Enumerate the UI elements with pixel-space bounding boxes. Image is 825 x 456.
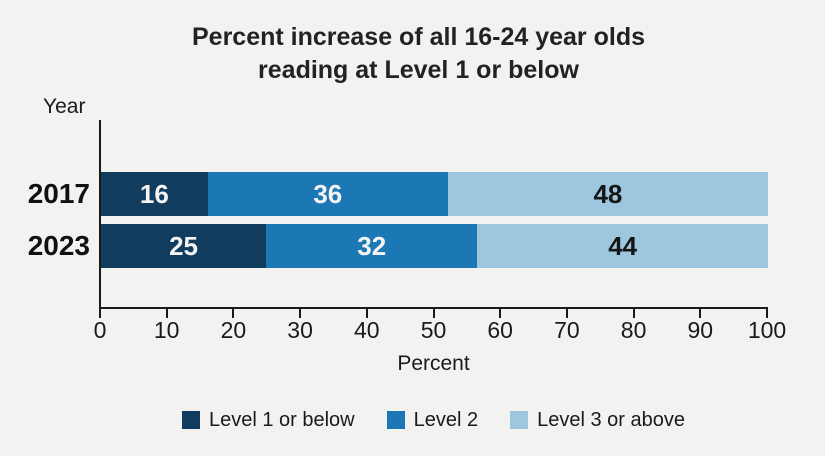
tick-label-70: 70	[554, 317, 580, 343]
legend-label: Level 3 or above	[537, 408, 686, 431]
tick-mark-10	[165, 309, 168, 318]
bar-segment-2023-level-1-or-below: 25	[101, 224, 267, 268]
bar-value-label: 32	[357, 231, 387, 261]
tick-label-40: 40	[354, 317, 380, 343]
tick-label-0: 0	[93, 317, 107, 343]
legend-item-level-3-or-above: Level 3 or above	[510, 409, 685, 432]
chart-title: Percent increase of all 16-24 year olds …	[0, 21, 825, 87]
legend-label: Level 1 or below	[208, 408, 355, 431]
bar-value-label: 16	[139, 179, 169, 209]
tick-mark-20	[232, 309, 235, 318]
bar-value-label: 25	[169, 231, 198, 261]
y-axis-label: Year	[43, 95, 86, 118]
bar-value-label: 44	[608, 231, 638, 261]
tick-mark-70	[565, 309, 568, 318]
tick-label-60: 60	[487, 317, 513, 343]
category-label-2023: 2023	[27, 230, 90, 261]
bar-segment-2017-level-2: 36	[207, 172, 448, 216]
tick-label-10: 10	[153, 317, 180, 343]
y-axis-line	[99, 120, 101, 309]
tick-mark-30	[299, 309, 302, 318]
x-axis-line	[99, 307, 768, 309]
legend-swatch-icon	[386, 411, 405, 429]
tick-label-50: 50	[420, 317, 447, 343]
legend-item-level-2: Level 2	[386, 408, 479, 432]
tick-label-80: 80	[620, 317, 647, 343]
x-axis-label: Percent	[397, 352, 470, 375]
category-label-2017: 2017	[27, 178, 90, 209]
tick-label-30: 30	[287, 317, 313, 343]
tick-label-100: 100	[747, 317, 787, 343]
tick-mark-100	[766, 309, 768, 318]
legend-swatch-icon	[181, 411, 200, 429]
tick-label-90: 90	[687, 317, 714, 343]
tick-mark-50	[432, 309, 435, 318]
bar-segment-2023-level-3-or-above: 44	[477, 224, 768, 268]
bar-segment-2023-level-2: 32	[266, 224, 478, 268]
tick-mark-0	[99, 309, 101, 318]
tick-mark-40	[365, 309, 368, 318]
bar-segment-2017-level-1-or-below: 16	[101, 172, 208, 216]
tick-mark-80	[632, 309, 635, 318]
legend: Level 1 or below Level 2 Level 3 or above	[99, 409, 768, 431]
legend-item-level-1-or-below: Level 1 or below	[181, 408, 355, 432]
bar-value-label: 36	[313, 179, 343, 209]
tick-label-20: 20	[220, 317, 247, 343]
chart-title-line-2: reading at Level 1 or below	[258, 56, 579, 84]
bar-row-2023: 25 32 44	[101, 224, 768, 268]
tick-mark-90	[699, 309, 702, 318]
bar-row-2017: 16 36 48	[101, 172, 768, 216]
legend-swatch-icon	[510, 411, 529, 429]
bar-segment-2017-level-3-or-above: 48	[447, 172, 768, 216]
chart-title-line-1: Percent increase of all 16-24 year olds	[191, 23, 645, 51]
legend-label: Level 2	[413, 408, 479, 431]
bar-value-label: 48	[593, 179, 623, 209]
tick-mark-60	[499, 309, 502, 318]
